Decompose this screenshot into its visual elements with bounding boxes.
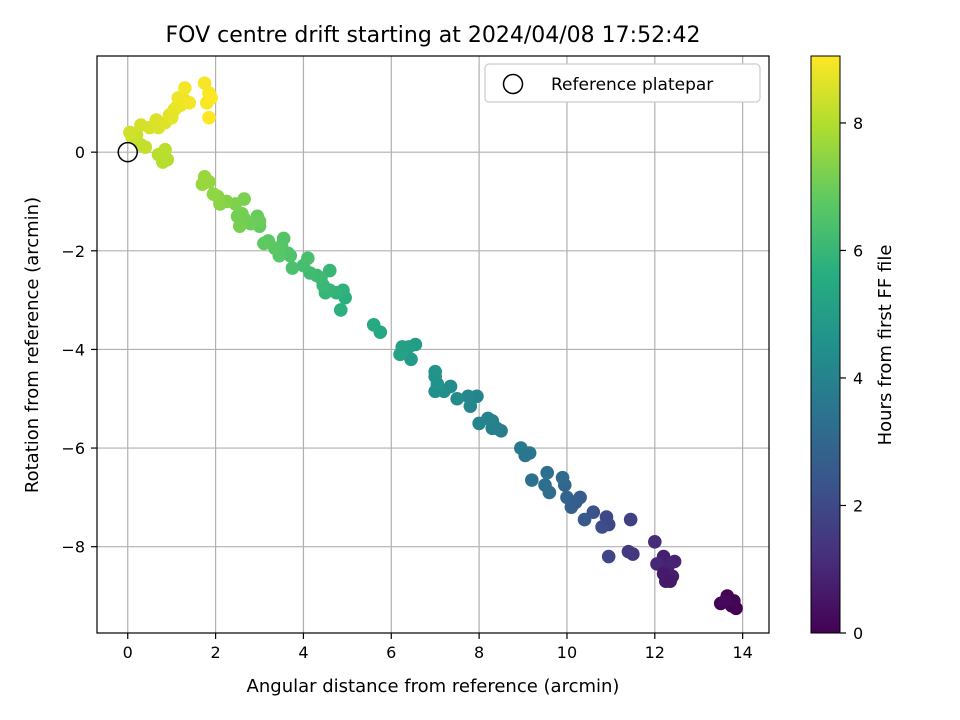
colorbar-tick-label: 4 — [853, 369, 863, 388]
y-tick-label: −2 — [61, 242, 85, 261]
legend-entry: Reference platepar — [551, 75, 713, 95]
data-point — [577, 512, 592, 527]
chart-title: FOV centre drift starting at 2024/04/08 … — [166, 23, 701, 48]
data-point — [206, 187, 221, 201]
data-point — [204, 91, 218, 105]
legend: Reference platepar — [484, 63, 761, 103]
data-point — [285, 261, 300, 275]
colorbar-tick-label: 2 — [853, 496, 863, 515]
data-point — [621, 544, 636, 559]
x-tick-label: 14 — [732, 643, 752, 662]
data-point — [525, 473, 539, 487]
colorbar-tick-label: 0 — [853, 624, 863, 643]
data-point — [158, 142, 172, 157]
x-tick-label: 8 — [474, 643, 484, 662]
data-points — [123, 76, 743, 616]
data-point — [182, 96, 197, 110]
data-point — [623, 512, 638, 527]
colorbar-ticks: 0 2 4 6 8 — [840, 114, 863, 643]
data-point — [540, 465, 554, 480]
x-tick-label: 10 — [557, 643, 577, 662]
data-point — [648, 534, 662, 549]
colorbar-tick-label: 6 — [853, 241, 863, 260]
data-point — [667, 554, 682, 569]
colorbar-label: Hours from first FF file — [875, 245, 896, 446]
grid-lines — [97, 56, 769, 633]
data-point — [538, 478, 552, 492]
x-axis-label: Angular distance from reference (arcmin) — [247, 676, 620, 697]
data-point — [366, 317, 381, 332]
y-axis-label: Rotation from reference (arcmin) — [22, 197, 43, 493]
data-point — [301, 251, 315, 265]
legend-marker-icon — [502, 73, 524, 95]
y-axis-ticks: −8 −6 −4 −2 0 — [61, 143, 97, 557]
data-point — [718, 594, 732, 608]
data-point — [555, 470, 570, 485]
y-tick-label: −6 — [61, 439, 85, 458]
data-point — [428, 364, 442, 379]
data-point — [232, 219, 247, 233]
data-point — [663, 574, 677, 589]
data-point — [197, 170, 212, 184]
data-point — [202, 110, 216, 125]
x-axis-ticks: 0 2 4 6 8 10 12 14 — [123, 633, 753, 662]
legend-box — [484, 63, 761, 103]
data-point — [123, 125, 137, 140]
data-point — [333, 303, 348, 317]
data-point — [601, 549, 616, 564]
x-tick-label: 6 — [386, 643, 396, 662]
x-tick-label: 2 — [210, 643, 220, 662]
data-point — [178, 81, 192, 95]
x-tick-label: 0 — [123, 643, 133, 662]
data-point — [450, 391, 464, 406]
data-point — [650, 557, 664, 571]
plot-frame — [96, 55, 770, 634]
data-point — [257, 236, 271, 251]
data-point — [514, 441, 528, 455]
data-point — [568, 495, 583, 510]
data-point — [404, 352, 418, 367]
reference-point-marker — [117, 141, 138, 163]
data-point — [463, 399, 478, 413]
y-tick-label: −4 — [61, 340, 85, 359]
x-tick-label: 12 — [645, 643, 665, 662]
data-point — [472, 416, 486, 431]
x-tick-label: 4 — [298, 643, 308, 662]
colorbar — [810, 55, 841, 634]
data-point — [393, 347, 407, 362]
y-tick-label: −8 — [61, 538, 85, 557]
data-point — [138, 140, 153, 155]
y-tick-label: 0 — [75, 143, 85, 162]
data-point — [595, 520, 609, 534]
colorbar-tick-label: 8 — [853, 114, 863, 133]
